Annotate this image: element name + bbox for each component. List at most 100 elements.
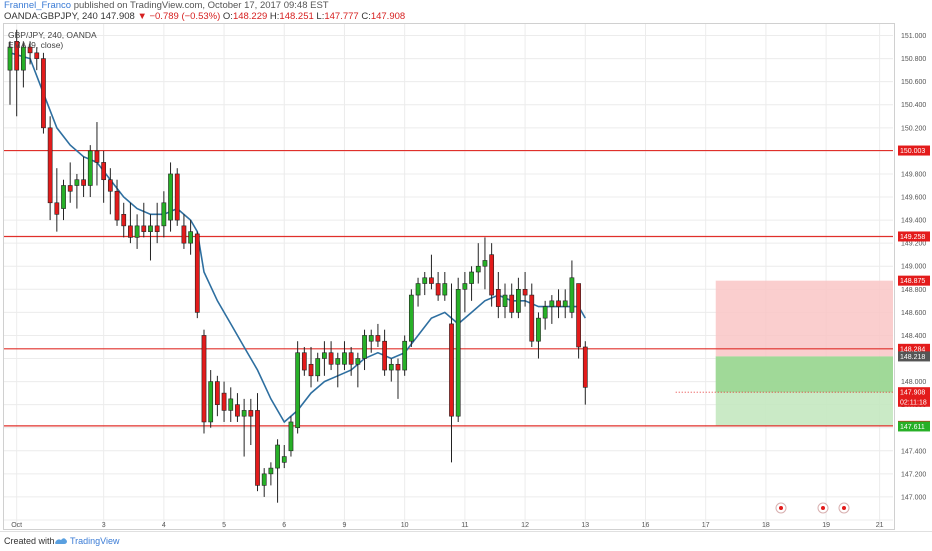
price-tick-label: 149.400 [901, 218, 926, 225]
time-tick-label: 10 [401, 522, 409, 529]
price-tick-label: 149.000 [901, 264, 926, 271]
candle-bullish [268, 462, 274, 486]
time-tick-label: 6 [282, 522, 286, 529]
candle-body [94, 150, 100, 163]
candle-bearish [121, 202, 127, 238]
price-change: ▼ −0.789 (−0.53%) [137, 11, 221, 22]
candle-body [41, 58, 46, 129]
candle-body [315, 358, 321, 377]
price-tick-label: 148.800 [901, 287, 926, 294]
candle-body [248, 410, 254, 417]
candle-body [422, 277, 428, 284]
time-axis: Oct 3 4 5 6 9 10 11 12 13 16 17 18 19 21 [11, 522, 883, 529]
high-value: 148.251 [279, 11, 314, 22]
candle-bearish [235, 393, 240, 422]
price-tag-label: 150.003 [900, 148, 925, 155]
candle-bullish [134, 214, 140, 249]
price-tick-label: 150.400 [901, 102, 926, 109]
candle-body [301, 352, 307, 371]
candle-bearish [522, 272, 528, 307]
time-tick-label: 21 [876, 522, 884, 529]
published-text: published on TradingView.com, October 17… [73, 0, 329, 11]
stop-loss-zone [715, 280, 893, 357]
candle-body [322, 352, 327, 359]
candle-body [201, 335, 207, 423]
event-marker-icon[interactable] [775, 502, 787, 514]
time-tick-label: 13 [581, 522, 589, 529]
candle-bullish [61, 179, 66, 221]
candle-body [529, 294, 535, 342]
open-value: 148.229 [232, 11, 268, 22]
price-tag-box [898, 396, 930, 407]
candle-bullish [21, 41, 26, 88]
candle-bearish [81, 156, 86, 198]
candle-bearish [449, 283, 454, 463]
price-tag-label: 148.218 [900, 354, 925, 361]
open-label: O: [222, 11, 233, 22]
candle-bearish [67, 162, 73, 203]
price-tag-label: 02:11:18 [900, 399, 927, 406]
price-tag: 149.258 [898, 231, 930, 242]
tradingview-brand[interactable]: TradingView [70, 536, 120, 546]
publication-line: Frannel_Franco published on TradingView.… [4, 0, 329, 11]
footer: Created with TradingView [0, 531, 932, 551]
candle-bullish [241, 398, 247, 457]
candle-body [516, 289, 521, 313]
candle-body [382, 340, 387, 371]
candle-bearish [375, 323, 381, 347]
candle-body [128, 225, 133, 238]
candle-bullish [87, 145, 93, 198]
candle-body [114, 190, 120, 221]
author-link[interactable]: Frannel_Franco [4, 0, 72, 11]
price-tag: 147.611 [898, 421, 930, 432]
publication-header: Frannel_Franco published on TradingView.… [0, 0, 932, 22]
candle-body [67, 185, 73, 192]
chart-legend: GBP/JPY, 240, OANDA EMA (9, close) [8, 30, 97, 50]
chart-frame[interactable] [3, 23, 895, 530]
candle-bearish [101, 150, 107, 203]
candle-body [469, 271, 474, 284]
candle-body [141, 225, 147, 232]
candle-body [228, 398, 234, 411]
candle-bearish [181, 214, 187, 249]
price-tick-label: 150.800 [901, 56, 926, 63]
candle-bullish [315, 352, 321, 382]
candle-body [255, 410, 260, 486]
candle-body [482, 260, 488, 267]
time-tick-label: 16 [642, 522, 650, 529]
price-chart[interactable]: 147.000147.200147.400147.600147.800148.0… [0, 0, 932, 531]
high-label: H: [269, 11, 280, 22]
candle-body [536, 317, 541, 342]
price-tag: 148.875 [898, 275, 930, 286]
candle-bullish [168, 162, 173, 232]
candle-body [449, 323, 454, 417]
candle-bullish [188, 220, 193, 255]
candle-bullish [335, 352, 341, 388]
candle-body [208, 381, 214, 423]
candle-bullish [281, 445, 287, 469]
price-tag: 147.908 [898, 387, 930, 398]
candle-bearish [395, 358, 401, 399]
time-tick-label: 3 [102, 522, 106, 529]
legend-symbol: GBP/JPY, 240, OANDA [8, 30, 97, 40]
candle-body [121, 214, 127, 227]
candle-bearish [128, 202, 133, 244]
candle-body [27, 46, 33, 54]
candle-bullish [549, 295, 555, 324]
candle-bullish [502, 283, 508, 319]
candle-body [562, 300, 568, 307]
candle-bearish [556, 289, 561, 319]
candle-body [509, 294, 515, 313]
event-marker-icon[interactable] [838, 502, 850, 514]
candle-bearish [94, 122, 100, 186]
candle-bullish [322, 341, 327, 376]
candle-body [101, 162, 107, 181]
candle-body [275, 444, 280, 469]
candle-body [495, 289, 501, 307]
event-marker-icon[interactable] [817, 502, 829, 514]
candle-bearish [576, 283, 581, 359]
candle-bearish [301, 346, 307, 376]
candle-bearish [435, 272, 441, 301]
price-tag-box [898, 387, 930, 398]
